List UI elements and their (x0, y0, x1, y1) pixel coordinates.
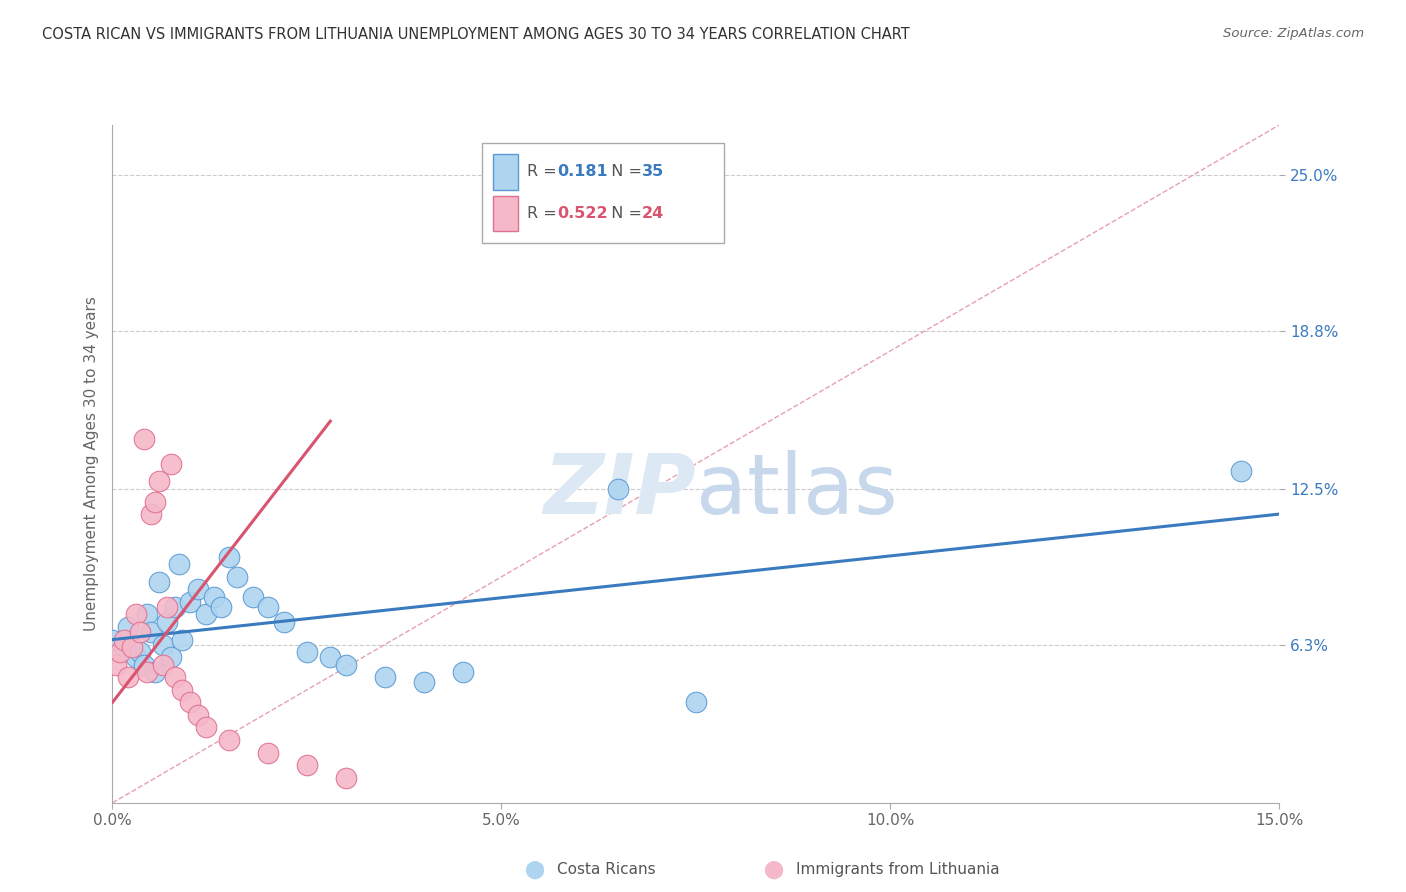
Point (125, 607, 148, 622)
Point (685, 695, 707, 709)
Point (335, 771, 357, 785)
Point (179, 695, 201, 709)
Point (295, 645, 318, 659)
Point (152, 638, 174, 652)
Point (607, 482, 630, 496)
Point (187, 582, 209, 597)
Point (136, 665, 159, 680)
Point (143, 494, 166, 508)
Point (160, 457, 183, 471)
Point (172, 632, 194, 647)
Point (125, 650, 148, 665)
Point (257, 599, 280, 614)
Text: 0.522: 0.522 (558, 206, 609, 221)
Point (148, 475, 170, 489)
Point (128, 645, 150, 659)
Point (141, 625, 163, 640)
Point (209, 599, 232, 614)
Text: R =: R = (527, 206, 561, 221)
Point (163, 599, 186, 614)
Point (128, 625, 150, 640)
Text: atlas: atlas (696, 450, 897, 532)
Text: ⬤: ⬤ (524, 861, 544, 879)
Text: 0.181: 0.181 (558, 164, 609, 179)
Point (451, 665, 474, 680)
Point (179, 595, 201, 609)
Point (295, 758, 318, 772)
Point (121, 640, 143, 654)
Point (335, 657, 357, 672)
Point (187, 707, 209, 722)
Point (218, 733, 240, 747)
Point (105, 657, 128, 672)
Point (132, 657, 155, 672)
Point (218, 549, 240, 564)
Point (117, 670, 139, 684)
Text: 24: 24 (643, 206, 664, 221)
Point (160, 650, 183, 665)
Point (132, 432, 155, 446)
Text: COSTA RICAN VS IMMIGRANTS FROM LITHUANIA UNEMPLOYMENT AMONG AGES 30 TO 34 YEARS : COSTA RICAN VS IMMIGRANTS FROM LITHUANIA… (42, 27, 910, 42)
Point (152, 657, 174, 672)
Point (156, 615, 179, 629)
Point (242, 590, 264, 604)
Point (257, 746, 280, 760)
Point (172, 682, 194, 697)
Text: N =: N = (602, 164, 647, 179)
Point (101, 632, 124, 647)
Text: Source: ZipAtlas.com: Source: ZipAtlas.com (1223, 27, 1364, 40)
Point (156, 599, 179, 614)
Point (163, 670, 186, 684)
Y-axis label: Unemployment Among Ages 30 to 34 years: Unemployment Among Ages 30 to 34 years (83, 296, 98, 632)
Point (374, 670, 396, 684)
Point (136, 607, 159, 622)
Point (112, 632, 135, 647)
Text: ⬤: ⬤ (763, 861, 783, 879)
Point (117, 620, 139, 634)
Point (202, 590, 225, 604)
Point (319, 650, 342, 665)
Point (194, 721, 217, 735)
Point (148, 574, 170, 589)
Point (167, 558, 190, 572)
Text: N =: N = (602, 206, 647, 221)
Point (110, 645, 132, 659)
Point (412, 675, 434, 690)
Point (194, 607, 217, 622)
Text: ZIP: ZIP (543, 450, 696, 532)
Text: R =: R = (527, 164, 561, 179)
Point (141, 507, 163, 521)
Text: Immigrants from Lithuania: Immigrants from Lithuania (796, 863, 1000, 877)
Text: Costa Ricans: Costa Ricans (557, 863, 655, 877)
Point (226, 570, 249, 584)
Point (1229, 464, 1251, 478)
Text: 35: 35 (643, 164, 664, 179)
Point (273, 615, 295, 629)
Point (112, 640, 135, 654)
Point (143, 665, 166, 680)
